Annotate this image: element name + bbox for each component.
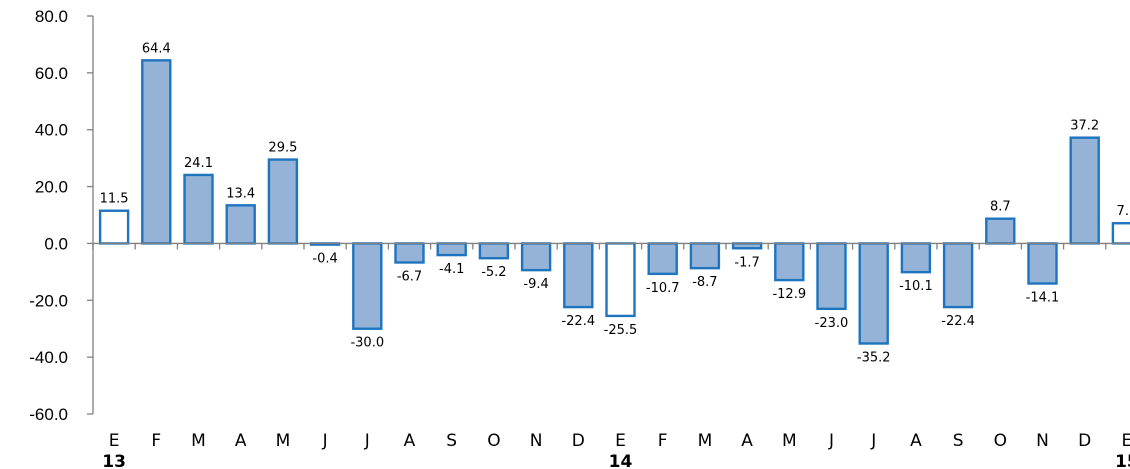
x-tick-label: E <box>109 431 120 451</box>
bar <box>647 242 678 276</box>
bar <box>858 242 889 345</box>
x-tick-label: M <box>782 431 797 451</box>
data-label: -14.1 <box>1026 291 1060 306</box>
x-tick-label: D <box>1078 431 1091 451</box>
data-label: -0.4 <box>312 252 337 267</box>
x-tick-label: J <box>364 431 370 451</box>
data-label: 13.4 <box>226 186 255 201</box>
x-tick-label: D <box>572 431 585 451</box>
data-label: 8.7 <box>990 200 1011 215</box>
bar <box>225 204 256 245</box>
y-tick-label: 0.0 <box>44 234 68 253</box>
bar <box>352 242 383 330</box>
data-label: -10.1 <box>899 279 933 294</box>
bar <box>98 209 130 245</box>
data-label: 64.4 <box>142 41 171 56</box>
bars <box>98 59 1130 345</box>
y-tick-label: -40.0 <box>29 348 68 367</box>
bar <box>985 217 1016 245</box>
y-tick-label: 20.0 <box>35 178 68 197</box>
x-axis <box>92 242 1130 250</box>
data-label: 29.5 <box>268 141 297 156</box>
data-label: -22.4 <box>561 314 595 329</box>
x-tick-label: E <box>1122 431 1130 451</box>
bar <box>1069 136 1100 245</box>
data-label: -25.5 <box>604 323 638 338</box>
x-tick-label: M <box>276 431 291 451</box>
year-label: 15 <box>1115 452 1130 469</box>
x-tick-labels: EFMAMJJASONDEFMAMJJASONDE131415 <box>102 431 1130 469</box>
bar <box>183 173 214 245</box>
bar <box>563 242 594 309</box>
x-tick-label: A <box>404 431 416 451</box>
bar <box>942 242 974 309</box>
y-tick-label: 40.0 <box>35 121 68 140</box>
x-tick-label: O <box>487 431 500 451</box>
data-label: -23.0 <box>815 316 849 331</box>
x-tick-label: O <box>994 431 1007 451</box>
bar <box>689 242 721 270</box>
x-tick-label: J <box>870 431 876 451</box>
data-label: 37.2 <box>1070 119 1099 134</box>
data-label: -4.1 <box>439 262 464 277</box>
data-label: -8.7 <box>692 275 717 290</box>
bar <box>436 242 467 257</box>
x-tick-label: A <box>910 431 922 451</box>
data-label: -30.0 <box>350 336 384 351</box>
x-tick-label: F <box>658 431 668 451</box>
y-tick-label: 80.0 <box>35 7 68 26</box>
data-label: -1.7 <box>734 255 759 270</box>
x-tick-label: A <box>235 431 247 451</box>
x-tick-label: J <box>322 431 328 451</box>
data-label: -6.7 <box>397 269 422 284</box>
bar <box>478 242 510 260</box>
data-label: -10.7 <box>646 281 680 296</box>
x-tick-label: S <box>446 431 457 451</box>
y-tick-label: -20.0 <box>29 291 68 310</box>
bar <box>774 242 805 282</box>
bar <box>141 59 172 245</box>
x-tick-label: J <box>828 431 834 451</box>
bar <box>267 158 299 245</box>
data-labels: 11.5 64.4 24.1 13.4 29.5 -0.4 -30.0 -6.7 -4.1 -5.… <box>100 41 1130 365</box>
bar <box>1111 222 1130 245</box>
x-tick-label: M <box>698 431 713 451</box>
bar <box>900 242 932 274</box>
x-tick-label: N <box>530 431 543 451</box>
x-tick-label: M <box>191 431 206 451</box>
bar <box>1027 242 1058 285</box>
data-label: -22.4 <box>941 314 975 329</box>
x-tick-label: E <box>615 431 626 451</box>
y-tick-label: 60.0 <box>35 64 68 83</box>
bar <box>605 242 636 318</box>
data-label: -12.9 <box>772 287 806 302</box>
data-label: -5.2 <box>481 265 506 280</box>
data-label: 11.5 <box>100 192 129 207</box>
y-tick-label: -60.0 <box>29 405 68 424</box>
bar <box>520 242 552 272</box>
year-label: 13 <box>102 452 126 469</box>
data-label: 24.1 <box>184 156 213 171</box>
x-tick-label: N <box>1036 431 1049 451</box>
y-axis: 80.0 60.0 40.0 20.0 0.0 -20.0 -40.0 -60.0 <box>29 7 94 424</box>
x-tick-label: S <box>953 431 964 451</box>
year-label: 14 <box>609 452 633 469</box>
x-tick-label: F <box>151 431 161 451</box>
x-tick-label: A <box>741 431 753 451</box>
data-label: -9.4 <box>523 277 548 292</box>
data-label: 7.1 <box>1117 204 1130 219</box>
data-label: -35.2 <box>857 351 891 366</box>
bar <box>816 242 847 311</box>
bar <box>731 242 763 250</box>
bar <box>394 242 425 264</box>
